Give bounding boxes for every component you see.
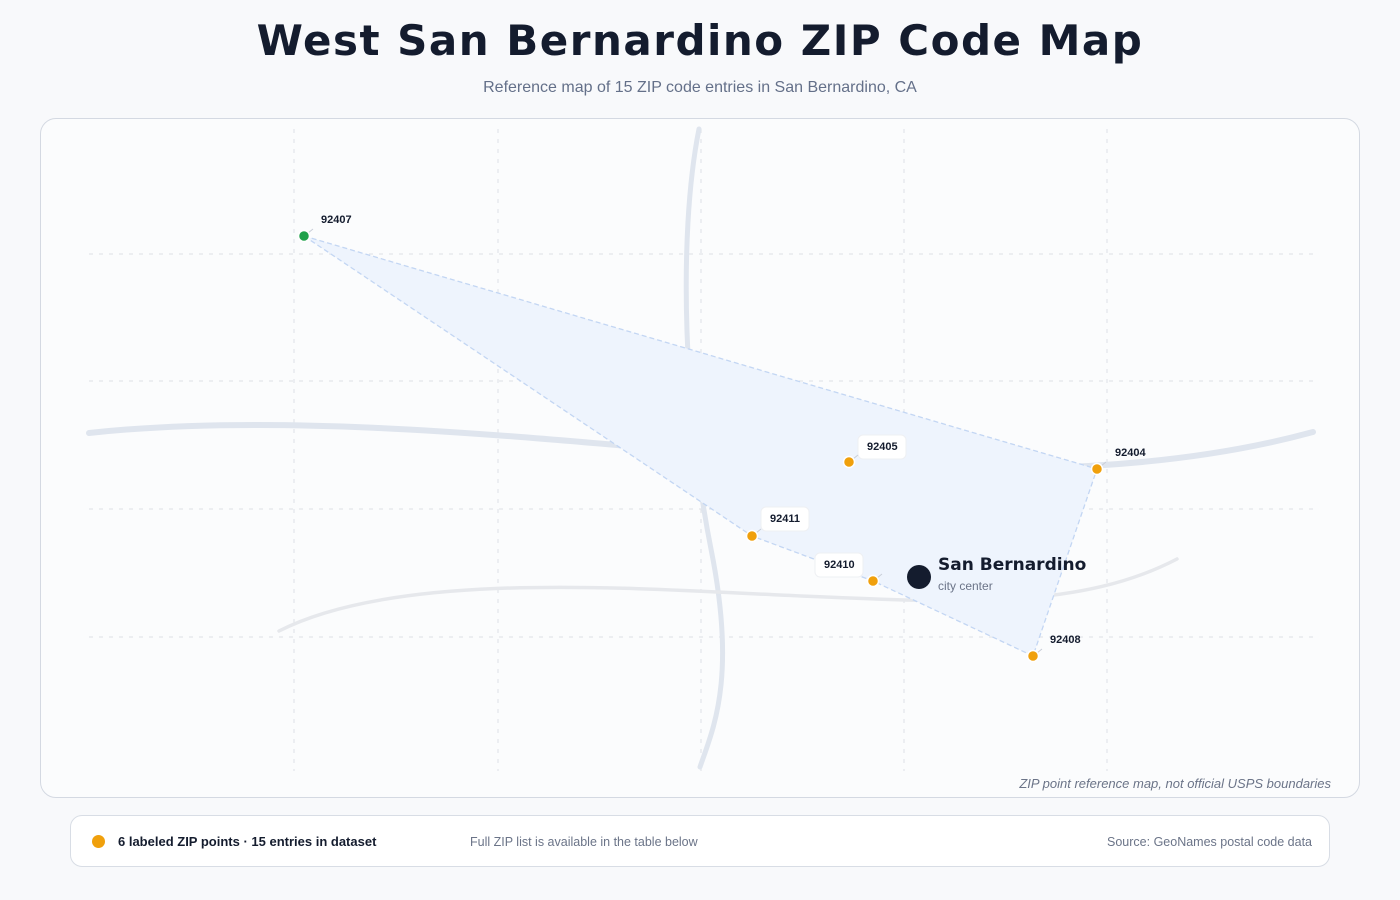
zip-label: 92408 bbox=[1050, 634, 1081, 646]
zip-label-background bbox=[857, 434, 907, 460]
zip-point-92411[interactable]: 92411 bbox=[745, 506, 810, 543]
zip-point-92408[interactable]: 92408 bbox=[1026, 634, 1081, 663]
page-subtitle: Reference map of 15 ZIP code entries in … bbox=[483, 79, 917, 96]
city-center-marker[interactable] bbox=[907, 565, 931, 589]
zip-marker[interactable] bbox=[842, 455, 856, 469]
legend-bar: 6 labeled ZIP points · 15 entries in dat… bbox=[70, 815, 1330, 867]
zip-coverage-area bbox=[303, 235, 1098, 657]
zip-marker[interactable] bbox=[866, 574, 880, 588]
zip-label-background bbox=[760, 506, 810, 532]
map-disclaimer: ZIP point reference map, not official US… bbox=[1019, 776, 1331, 791]
road-vertical bbox=[683, 126, 726, 770]
zip-marker[interactable] bbox=[297, 229, 311, 243]
road-minor bbox=[277, 557, 1179, 633]
legend-note: Full ZIP list is available in the table … bbox=[470, 835, 698, 849]
zip-point-92404[interactable]: 92404 bbox=[1090, 447, 1147, 476]
zip-marker[interactable] bbox=[745, 529, 759, 543]
page-title: West San Bernardino ZIP Code Map bbox=[256, 16, 1144, 65]
zip-marker[interactable] bbox=[1026, 649, 1040, 663]
zip-label: 92411 bbox=[770, 513, 800, 525]
zip-marker[interactable] bbox=[1090, 462, 1104, 476]
city-caption-label: city center bbox=[938, 579, 993, 593]
legend-source: Source: GeoNames postal code data bbox=[1107, 835, 1312, 849]
legend-summary: 6 labeled ZIP points · 15 entries in dat… bbox=[118, 834, 377, 849]
zip-label: 92407 bbox=[321, 214, 352, 226]
map-panel[interactable]: 92407 92405 92404 92411 92410 92408 San Berna… bbox=[40, 118, 1360, 798]
zip-point-92407[interactable]: 92407 bbox=[297, 214, 352, 243]
zip-label: 92410 bbox=[824, 559, 855, 571]
zip-point-92410[interactable]: 92410 bbox=[814, 552, 883, 588]
zip-label-background bbox=[814, 552, 864, 578]
map-canvas[interactable]: 92407 92405 92404 92411 92410 92408 San Berna… bbox=[41, 119, 1359, 797]
zip-points-layer: 92407 92405 92404 92411 92410 92408 bbox=[297, 214, 1147, 663]
zip-point-92405[interactable]: 92405 bbox=[842, 434, 907, 469]
orange-dot-icon bbox=[92, 835, 105, 848]
zip-label: 92405 bbox=[867, 441, 898, 453]
city-marker[interactable]: San Bernardino city center bbox=[907, 555, 1086, 593]
city-name-label: San Bernardino bbox=[938, 555, 1086, 575]
zip-label: 92404 bbox=[1115, 447, 1146, 459]
